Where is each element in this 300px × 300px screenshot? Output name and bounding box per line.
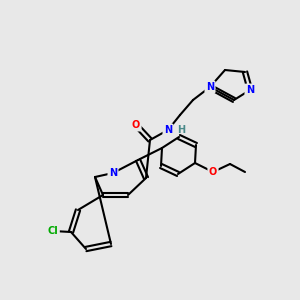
Text: O: O — [132, 120, 140, 130]
Text: H: H — [177, 125, 185, 135]
Text: N: N — [246, 85, 254, 95]
Text: N: N — [164, 125, 172, 135]
Text: Cl: Cl — [48, 226, 58, 236]
Text: N: N — [206, 82, 214, 92]
Text: N: N — [109, 168, 117, 178]
Text: O: O — [209, 167, 217, 177]
